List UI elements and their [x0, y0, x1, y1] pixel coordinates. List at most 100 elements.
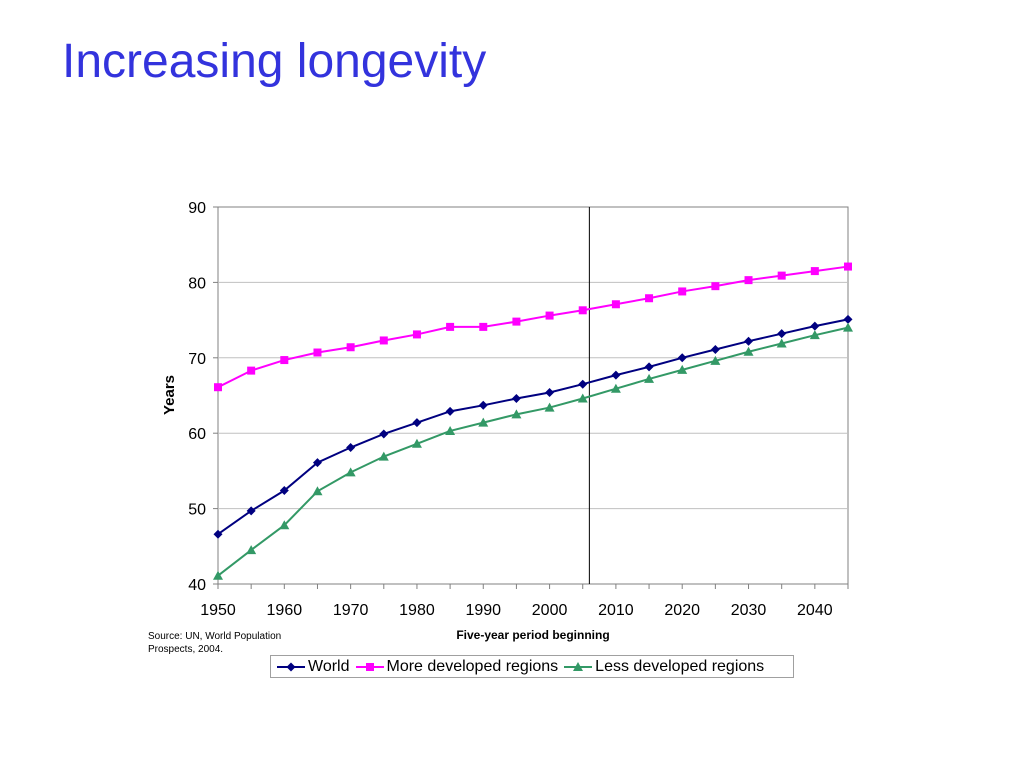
data-point — [214, 383, 222, 392]
gridlines — [218, 281, 848, 510]
data-point — [412, 418, 422, 428]
data-point — [809, 330, 820, 340]
square-marker-icon — [355, 662, 384, 671]
series-line — [217, 265, 849, 389]
data-point — [279, 520, 290, 530]
data-point — [478, 417, 489, 427]
data-point — [378, 451, 389, 461]
data-point — [577, 393, 588, 403]
x-tick-label: 2010 — [598, 602, 634, 619]
data-point — [346, 443, 356, 453]
slide-title: Increasing longevity — [62, 35, 487, 88]
data-point — [710, 355, 721, 365]
data-point — [213, 529, 223, 539]
data-point — [313, 348, 322, 357]
series-less-developed — [213, 322, 853, 580]
data-point — [346, 343, 355, 352]
y-tick-label: 90 — [188, 200, 206, 217]
data-point — [743, 346, 754, 356]
series-more-developed — [214, 262, 852, 392]
data-point — [445, 425, 456, 435]
diamond-marker-icon — [277, 662, 305, 671]
data-point — [744, 336, 754, 346]
series-line — [217, 326, 849, 577]
data-point — [478, 400, 488, 410]
y-axis-label: Years — [161, 375, 178, 415]
data-point — [545, 387, 555, 397]
data-point — [312, 486, 323, 496]
data-point — [844, 262, 852, 271]
data-point — [279, 486, 289, 496]
data-point — [711, 282, 720, 291]
data-point — [412, 330, 421, 339]
series-line — [217, 318, 849, 536]
data-point — [511, 409, 522, 419]
data-point — [710, 345, 720, 355]
data-point — [610, 383, 621, 393]
legend-item-less-developed: Less developed regions — [564, 658, 764, 676]
data-point — [677, 364, 688, 374]
data-point — [578, 306, 587, 315]
data-point — [345, 467, 356, 477]
legend-label-world: World — [308, 657, 350, 675]
x-tick-label: 1990 — [465, 602, 501, 619]
data-point — [578, 379, 588, 389]
data-point — [247, 366, 256, 375]
data-point — [379, 429, 389, 439]
x-tick-label: 1980 — [399, 602, 435, 619]
data-point — [677, 353, 687, 363]
data-point — [511, 394, 521, 404]
legend-label-less-developed: Less developed regions — [595, 657, 765, 675]
x-tick-label: 2030 — [731, 602, 767, 619]
data-point — [810, 321, 820, 331]
y-tick-label: 60 — [188, 426, 206, 443]
data-point — [379, 336, 388, 345]
x-tick-label: 1950 — [200, 602, 236, 619]
x-axis-label: Five-year period beginning — [456, 628, 609, 642]
y-tick-label: 50 — [188, 502, 206, 519]
data-point — [843, 314, 853, 324]
data-point — [744, 276, 753, 285]
life-expectancy-chart: 40 50 60 70 80 90 1950 1960 1970 1980 1990 2000 2010… — [161, 200, 853, 642]
data-point — [777, 271, 786, 280]
series-world — [213, 314, 853, 539]
data-point — [445, 406, 455, 416]
data-point — [644, 373, 655, 383]
y-tick-label: 80 — [188, 275, 206, 292]
x-tick-label: 2000 — [532, 602, 568, 619]
data-point — [544, 402, 555, 412]
x-tick-label: 1970 — [333, 602, 369, 619]
x-tick-label: 2020 — [664, 602, 700, 619]
chart-legend: World More developed regions Less develo… — [270, 655, 794, 678]
series-group — [213, 262, 853, 580]
data-point — [611, 300, 620, 309]
data-point — [312, 458, 322, 468]
data-point — [777, 329, 787, 339]
x-tick-label: 1960 — [267, 602, 303, 619]
data-point — [213, 570, 223, 580]
data-point — [280, 356, 289, 365]
data-point — [678, 287, 687, 296]
y-tick-label: 40 — [188, 577, 206, 594]
data-point — [411, 438, 422, 448]
data-point — [843, 322, 853, 332]
data-point — [246, 506, 256, 516]
data-point — [512, 317, 521, 326]
data-point — [479, 322, 488, 331]
data-point — [644, 362, 654, 372]
legend-label-more-developed: More developed regions — [386, 657, 559, 675]
data-point — [645, 294, 654, 303]
legend-item-more-developed: More developed regions — [355, 657, 559, 676]
axes: 40 50 60 70 80 90 1950 1960 1970 1980 1990 2000 2010… — [188, 200, 849, 619]
data-point — [545, 311, 554, 320]
source-note: Source: UN, World Population Prospects, … — [148, 631, 282, 655]
x-tick-label: 2040 — [797, 602, 833, 619]
triangle-marker-icon — [564, 661, 593, 671]
data-point — [611, 370, 621, 380]
legend-item-world: World — [277, 658, 350, 676]
data-point — [446, 322, 455, 331]
data-point — [776, 338, 787, 348]
data-point — [810, 267, 819, 276]
data-point — [246, 545, 257, 555]
y-tick-label: 70 — [188, 351, 206, 368]
